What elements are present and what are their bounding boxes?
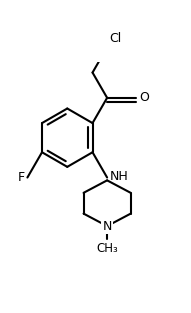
Text: N: N xyxy=(102,220,112,233)
Text: F: F xyxy=(18,171,25,184)
Text: O: O xyxy=(140,91,150,104)
Text: NH: NH xyxy=(110,170,129,183)
Text: CH₃: CH₃ xyxy=(96,242,118,255)
Text: Cl: Cl xyxy=(109,33,121,45)
